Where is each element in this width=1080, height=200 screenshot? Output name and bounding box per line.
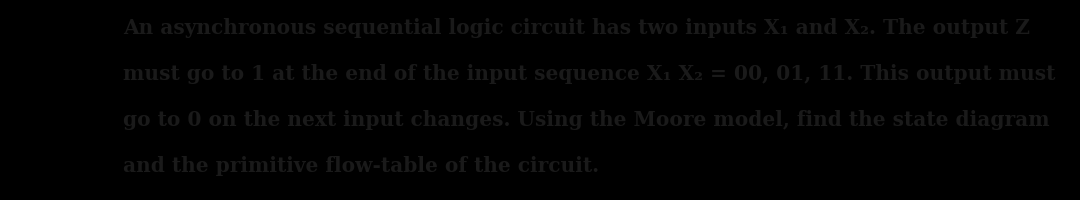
Text: go to 0 on the next input changes. Using the Moore model, find the state diagram: go to 0 on the next input changes. Using… bbox=[123, 109, 1050, 129]
Text: An asynchronous sequential logic circuit has two inputs X₁ and X₂. The output Z: An asynchronous sequential logic circuit… bbox=[123, 18, 1030, 38]
Text: must go to 1 at the end of the input sequence X₁ X₂ = 00, 01, 11. This output mu: must go to 1 at the end of the input seq… bbox=[123, 64, 1055, 84]
Text: and the primitive flow-table of the circuit.: and the primitive flow-table of the circ… bbox=[123, 155, 599, 175]
